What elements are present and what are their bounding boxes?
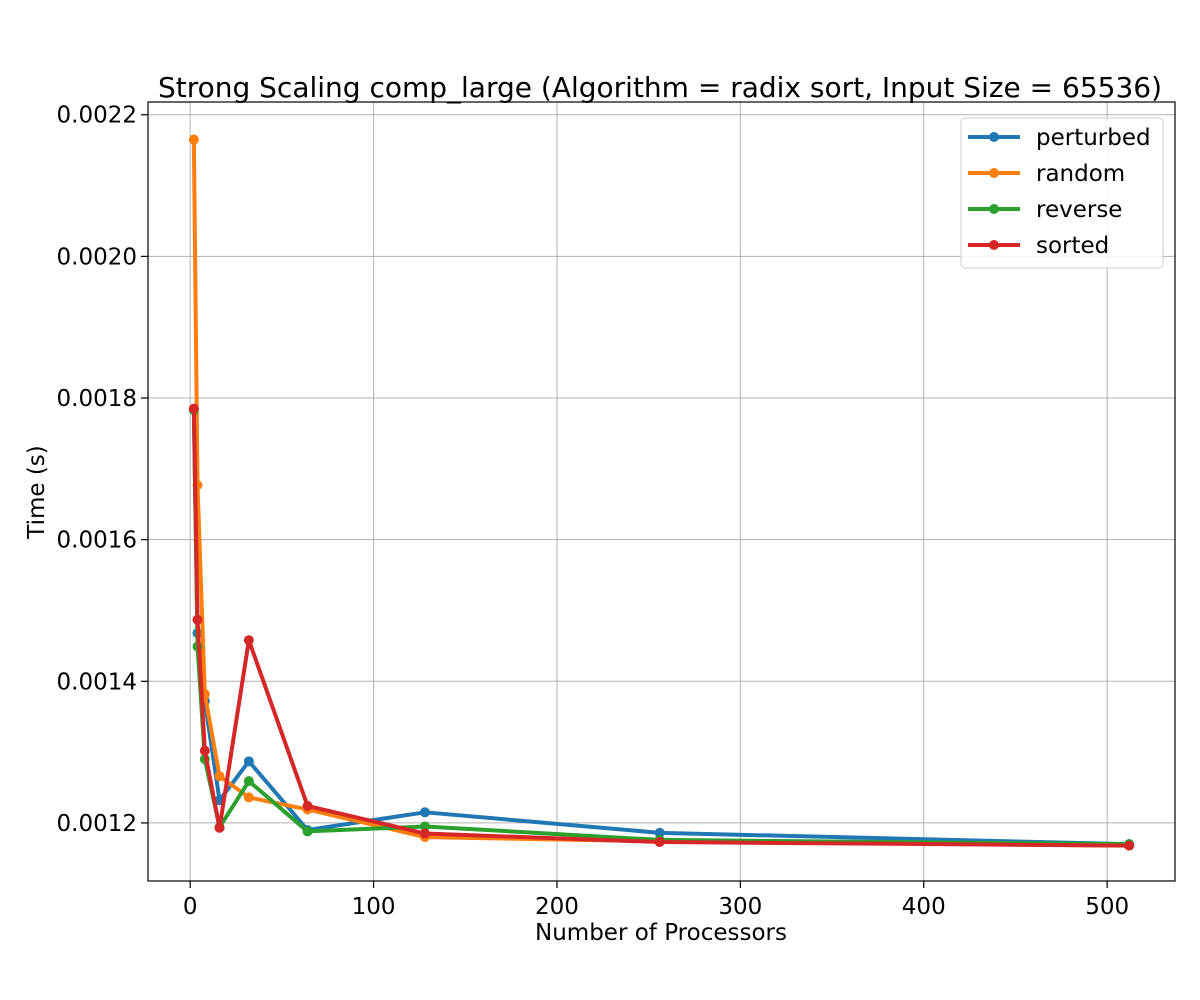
x-tick-label: 300 (718, 894, 762, 920)
x-tick-label: 200 (535, 894, 579, 920)
data-point-sorted (654, 837, 665, 848)
x-tick-label: 100 (352, 894, 396, 920)
x-tick-label: 400 (902, 894, 946, 920)
data-point-random (188, 134, 199, 145)
y-tick-label: 0.0022 (57, 103, 137, 129)
x-axis-label: Number of Processors (535, 920, 787, 946)
legend-label-reverse: reverse (1036, 197, 1122, 223)
data-point-sorted (188, 403, 199, 414)
data-point-random (243, 792, 254, 803)
legend-item-sorted: sorted (968, 233, 1109, 259)
legend-marker-random (989, 168, 999, 178)
y-tick-label: 0.0014 (57, 669, 137, 695)
y-tick-label: 0.0012 (57, 811, 137, 837)
legend-label-perturbed: perturbed (1036, 125, 1151, 151)
data-point-sorted (302, 800, 313, 811)
data-point-perturbed (243, 756, 254, 767)
legend-box (960, 117, 1164, 269)
data-point-sorted (419, 828, 430, 839)
data-point-random (214, 771, 225, 782)
legend-label-sorted: sorted (1036, 233, 1109, 259)
y-tick-label: 0.0020 (57, 244, 137, 270)
x-tick-label: 0 (183, 894, 198, 920)
legend-marker-reverse (989, 204, 999, 214)
x-tick-label: 500 (1085, 894, 1129, 920)
legend-label-random: random (1036, 161, 1125, 187)
data-point-perturbed (419, 807, 430, 818)
legend-marker-perturbed (989, 132, 999, 142)
legend-item-random: random (968, 161, 1125, 187)
legend-item-reverse: reverse (968, 197, 1122, 223)
series-sorted (188, 403, 1135, 851)
data-point-reverse (302, 826, 313, 837)
y-axis-label: Time (s) (24, 445, 50, 540)
plot-frame (147, 101, 1176, 882)
chart-title: Strong Scaling comp_large (Algorithm = r… (158, 71, 1162, 104)
ticks: 0 100 200 300 400 500 0.0012 0.0014 0.0016 0.0018… (57, 103, 1130, 920)
legend-marker-sorted (989, 240, 999, 250)
data-point-sorted (1124, 840, 1135, 851)
y-tick-label: 0.0018 (57, 386, 137, 412)
data-point-perturbed (654, 827, 665, 838)
y-tick-label: 0.0016 (57, 528, 137, 554)
data-point-reverse (419, 821, 430, 832)
data-point-reverse (243, 776, 254, 787)
data-point-sorted (214, 822, 225, 833)
series-layer (188, 134, 1135, 851)
legend: perturbed random reverse sorted (960, 117, 1164, 269)
data-point-sorted (192, 614, 203, 625)
data-point-sorted (199, 745, 210, 756)
data-point-sorted (243, 635, 254, 646)
legend-item-perturbed: perturbed (968, 125, 1151, 151)
